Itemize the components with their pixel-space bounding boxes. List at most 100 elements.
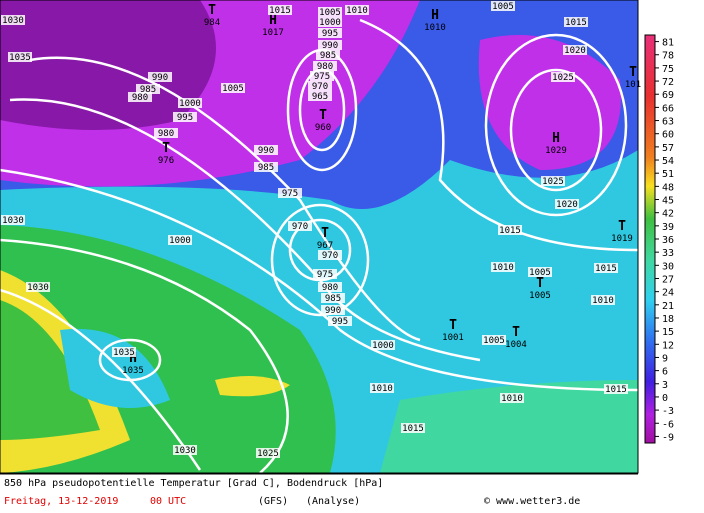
colorbar-label: 39 [662,222,674,233]
colorbar-label: 42 [662,209,674,220]
isobar-label: 1015 [595,264,617,274]
label-bg [313,269,337,279]
center-symbol: T [536,276,544,291]
center-symbol: H [431,8,439,23]
run: (Analyse) [306,496,360,507]
label-bg [256,448,280,458]
isobar-label: 1015 [269,6,291,16]
label-bg [318,250,342,260]
credit: © www.wetter3.de [484,496,580,507]
isobar-label: 1015 [565,18,587,28]
isobar-label: 980 [132,93,148,103]
isobar-label: 990 [258,146,274,156]
colorbar-label: 78 [662,51,674,62]
isobar-label: 1030 [27,283,49,293]
label-bg [594,263,618,273]
isobar-label: 1015 [402,424,424,434]
colorbar-label: 24 [662,288,674,299]
label-bg [318,17,342,27]
colorbar-label: 36 [662,235,674,246]
isobar-label: 965 [312,92,328,102]
isobar-label: 1010 [592,296,614,306]
label-bg [173,112,197,122]
isobar-label: 970 [292,222,308,232]
colorbar-label: 69 [662,90,674,101]
isobar-label: 1010 [371,384,393,394]
label-bg [26,282,50,292]
isobar-label: 1025 [542,177,564,187]
center-pressure: 1029 [545,146,567,156]
label-bg [168,235,192,245]
isobar-label: 1005 [319,8,341,18]
isobar-label: 1010 [492,263,514,273]
label-bg [178,98,202,108]
colorbar-label: 30 [662,261,674,272]
isobar-label: 995 [332,317,348,327]
map-frame [0,0,639,474]
isobar-label: 1030 [174,446,196,456]
colorbar-label: 27 [662,274,674,285]
label-bg [321,305,345,315]
label-bg [112,347,136,357]
colorbar-label: 75 [662,64,674,75]
label-bg [482,335,506,345]
colorbar-label: 0 [662,393,668,404]
label-bg [318,282,342,292]
center-symbol: T [449,318,457,333]
isobar-label: 975 [314,72,330,82]
label-bg [128,92,152,102]
isobar-label: 1035 [113,348,135,358]
label-bg [288,221,312,231]
label-bg [371,340,395,350]
label-bg [401,423,425,433]
center-pressure: 1019 [611,234,633,244]
center-pressure: 976 [158,156,174,166]
isobar-label: 1025 [552,73,574,83]
center-pressure: 960 [315,123,331,133]
isobar-label: 1000 [319,18,341,28]
colorbar-label: 15 [662,327,674,338]
colorbar-label: 72 [662,77,674,88]
isobar-label: 1005 [222,84,244,94]
label-bg [8,52,32,62]
colorbar-label: -9 [662,432,674,443]
center-pressure: 967 [317,241,333,251]
isobar-label: 1020 [556,200,578,210]
label-bg [154,128,178,138]
isobar-label: 1005 [483,336,505,346]
isobar-label: 1020 [564,46,586,56]
colorbar-label: 48 [662,182,674,193]
label-bg [491,262,515,272]
isobar-label: 975 [282,189,298,199]
isobar-label: 1000 [169,236,191,246]
isobar-label: 1035 [9,53,31,63]
center-symbol: H [129,351,137,366]
isobar-label: 980 [158,129,174,139]
label-bg [491,1,515,11]
center-pressure: 1005 [529,291,551,301]
label-bg [268,5,292,15]
colorbar-label: 21 [662,301,674,312]
center-symbol: T [629,65,637,80]
time: 00 UTC [150,496,186,507]
isobar-label: 1030 [2,16,24,26]
label-bg [498,225,522,235]
isobar-label: 980 [317,62,333,72]
label-bg [173,445,197,455]
label-bg [541,176,565,186]
label-bg [564,17,588,27]
center-symbol: T [512,325,520,340]
isobar-label: 975 [317,270,333,280]
label-bg [308,81,332,91]
isobar-label: 990 [322,41,338,51]
colorbar-label: -6 [662,419,674,430]
colorbar-label: 6 [662,367,668,378]
label-bg [148,72,172,82]
colorbar-label: 18 [662,314,674,325]
label-bg [1,15,25,25]
label-bg [310,71,334,81]
colorbar-label: 81 [662,38,674,49]
label-bg [555,199,579,209]
isobar-label: 1000 [179,99,201,109]
